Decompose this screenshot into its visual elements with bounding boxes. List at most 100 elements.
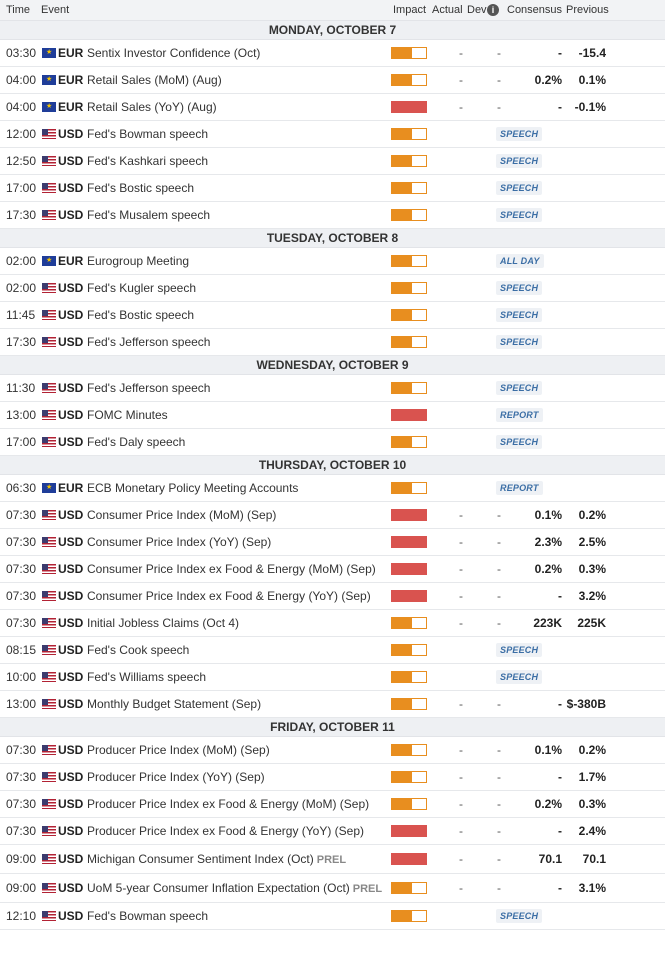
event-name[interactable]: Fed's Daly speech [87,435,185,449]
header-event[interactable]: Event [41,4,70,16]
event-name[interactable]: FOMC Minutes [87,408,168,422]
table-row[interactable]: 07:30 USD Producer Price Index (MoM) (Sep)… [0,737,665,764]
event-title[interactable]: Producer Price Index (MoM) (Sep) [87,743,270,757]
event-title[interactable]: Consumer Price Index ex Food & Energy (Y… [87,589,371,603]
event-title[interactable]: Fed's Jefferson speech [87,335,211,349]
event-title[interactable]: Consumer Price Index ex Food & Energy (M… [87,562,376,576]
table-row[interactable]: 07:30 USD Producer Price Index (YoY) (Sep)… [0,764,665,791]
table-row[interactable]: 12:50 USD Fed's Kashkari speech SPEECH [0,148,665,175]
event-title[interactable]: Michigan Consumer Sentiment Index (Oct) [87,852,314,866]
table-row[interactable]: 07:30 USD Producer Price Index ex Food & E… [0,791,665,818]
us-flag-icon [42,826,56,836]
table-row[interactable]: 13:00 USD Monthly Budget Statement (Sep) - -… [0,691,665,718]
event-title[interactable]: Producer Price Index ex Food & Energy (Y… [87,824,365,838]
table-row[interactable]: 10:00 USD Fed's Williams speech SPEECH [0,664,665,691]
event-title[interactable]: Fed's Bostic speech [87,181,195,195]
table-row[interactable]: 11:45 USD Fed's Bostic speech SPEECH [0,302,665,329]
event-name[interactable]: Fed's Kashkari speech [87,154,208,168]
event-title[interactable]: UoM 5-year Consumer Inflation Expectatio… [87,881,350,895]
table-row[interactable]: 07:30 USD Initial Jobless Claims (Oct 4) - -… [0,610,665,637]
event-title[interactable]: Producer Price Index ex Food & Energy (M… [87,797,370,811]
event-title[interactable]: Consumer Price Index (YoY) (Sep) [87,535,272,549]
event-name[interactable]: Fed's Jefferson speech [87,381,210,395]
info-icon[interactable]: i [487,4,499,16]
event-name[interactable]: ECB Monetary Policy Meeting Accounts [87,481,298,495]
event-name[interactable]: Retail Sales (YoY) (Aug) [87,100,217,114]
event-name[interactable]: Michigan Consumer Sentiment Index (Oct) P… [87,852,346,866]
event-title[interactable]: Fed's Daly speech [87,435,186,449]
table-row[interactable]: 09:00 USD UoM 5-year Consumer Inflation Ex… [0,874,665,903]
header-dev[interactable]: Dev [467,4,487,16]
event-name[interactable]: Initial Jobless Claims (Oct 4) [87,616,239,630]
table-row[interactable]: 17:30 USD Fed's Jefferson speech SPEECH [0,329,665,356]
event-name[interactable]: Producer Price Index (YoY) (Sep) [87,770,265,784]
header-previous[interactable]: Previous [566,4,609,16]
table-row[interactable]: 07:30 USD Consumer Price Index ex Food & E… [0,583,665,610]
table-row[interactable]: 08:15 USD Fed's Cook speech SPEECH [0,637,665,664]
event-name[interactable]: UoM 5-year Consumer Inflation Expectatio… [87,881,382,895]
table-row[interactable]: 02:00 USD Fed's Kugler speech SPEECH [0,275,665,302]
event-title[interactable]: Fed's Bowman speech [87,127,209,141]
event-title[interactable]: Monthly Budget Statement (Sep) [87,697,262,711]
event-name[interactable]: Producer Price Index (MoM) (Sep) [87,743,270,757]
event-title[interactable]: Fed's Kugler speech [87,281,197,295]
table-row[interactable]: 17:00 USD Fed's Daly speech SPEECH [0,429,665,456]
event-name[interactable]: Fed's Bowman speech [87,909,208,923]
event-name[interactable]: Fed's Kugler speech [87,281,196,295]
table-row[interactable]: 17:00 USD Fed's Bostic speech SPEECH [0,175,665,202]
event-name[interactable]: Retail Sales (MoM) (Aug) [87,73,222,87]
event-title[interactable]: Fed's Bowman speech [87,909,209,923]
header-actual[interactable]: Actual [432,4,463,16]
event-name[interactable]: Fed's Musalem speech [87,208,210,222]
event-title[interactable]: FOMC Minutes [87,408,168,422]
event-name[interactable]: Fed's Bostic speech [87,181,194,195]
table-row[interactable]: 11:30 USD Fed's Jefferson speech SPEECH [0,375,665,402]
event-title[interactable]: Consumer Price Index (MoM) (Sep) [87,508,277,522]
table-row[interactable]: 17:30 USD Fed's Musalem speech SPEECH [0,202,665,229]
currency-code: USD [58,408,84,422]
event-name[interactable]: Eurogroup Meeting [87,254,189,268]
table-row[interactable]: 07:30 USD Consumer Price Index (MoM) (Sep)… [0,502,665,529]
event-title[interactable]: Retail Sales (YoY) (Aug) [87,100,217,114]
table-row[interactable]: 12:10 USD Fed's Bowman speech SPEECH [0,903,665,930]
event-title[interactable]: Fed's Bostic speech [87,308,195,322]
event-title[interactable]: Retail Sales (MoM) (Aug) [87,73,222,87]
table-row[interactable]: 07:30 USD Consumer Price Index (YoY) (Sep)… [0,529,665,556]
event-title[interactable]: Initial Jobless Claims (Oct 4) [87,616,240,630]
event-name[interactable]: Fed's Cook speech [87,643,189,657]
event-name[interactable]: Fed's Bowman speech [87,127,208,141]
event-name[interactable]: Consumer Price Index (MoM) (Sep) [87,508,276,522]
event-name[interactable]: Consumer Price Index ex Food & Energy (Y… [87,589,371,603]
event-name[interactable]: Consumer Price Index (YoY) (Sep) [87,535,271,549]
event-title[interactable]: Fed's Williams speech [87,670,206,684]
table-row[interactable]: 09:00 USD Michigan Consumer Sentiment Inde… [0,845,665,874]
table-row[interactable]: 13:00 USD FOMC Minutes REPORT [0,402,665,429]
event-name[interactable]: Sentix Investor Confidence (Oct) [87,46,260,60]
table-row[interactable]: 12:00 USD Fed's Bowman speech SPEECH [0,121,665,148]
event-name[interactable]: Consumer Price Index ex Food & Energy (M… [87,562,376,576]
header-time[interactable]: Time [6,4,31,16]
event-name[interactable]: Producer Price Index ex Food & Energy (M… [87,797,369,811]
event-title[interactable]: Fed's Kashkari speech [87,154,209,168]
event-name[interactable]: Fed's Jefferson speech [87,335,210,349]
table-row[interactable]: 07:30 USD Producer Price Index ex Food & E… [0,818,665,845]
event-title[interactable]: Fed's Musalem speech [87,208,211,222]
table-row[interactable]: 04:00EURRetail Sales (YoY) (Aug)----0.1% [0,94,665,121]
event-title[interactable]: Fed's Cook speech [87,643,190,657]
event-name[interactable]: Fed's Williams speech [87,670,206,684]
event-name[interactable]: Monthly Budget Statement (Sep) [87,697,261,711]
event-title[interactable]: ECB Monetary Policy Meeting Accounts [87,481,299,495]
event-title[interactable]: Fed's Jefferson speech [87,381,211,395]
event-name[interactable]: Fed's Bostic speech [87,308,194,322]
event-name[interactable]: Producer Price Index ex Food & Energy (Y… [87,824,364,838]
header-impact[interactable]: Impact [393,4,427,16]
table-row[interactable]: 07:30 USD Consumer Price Index ex Food & E… [0,556,665,583]
event-title[interactable]: Sentix Investor Confidence (Oct) [87,46,261,60]
event-title[interactable]: Eurogroup Meeting [87,254,190,268]
event-title[interactable]: Producer Price Index (YoY) (Sep) [87,770,265,784]
header-consensus[interactable]: Consensus [507,4,563,16]
